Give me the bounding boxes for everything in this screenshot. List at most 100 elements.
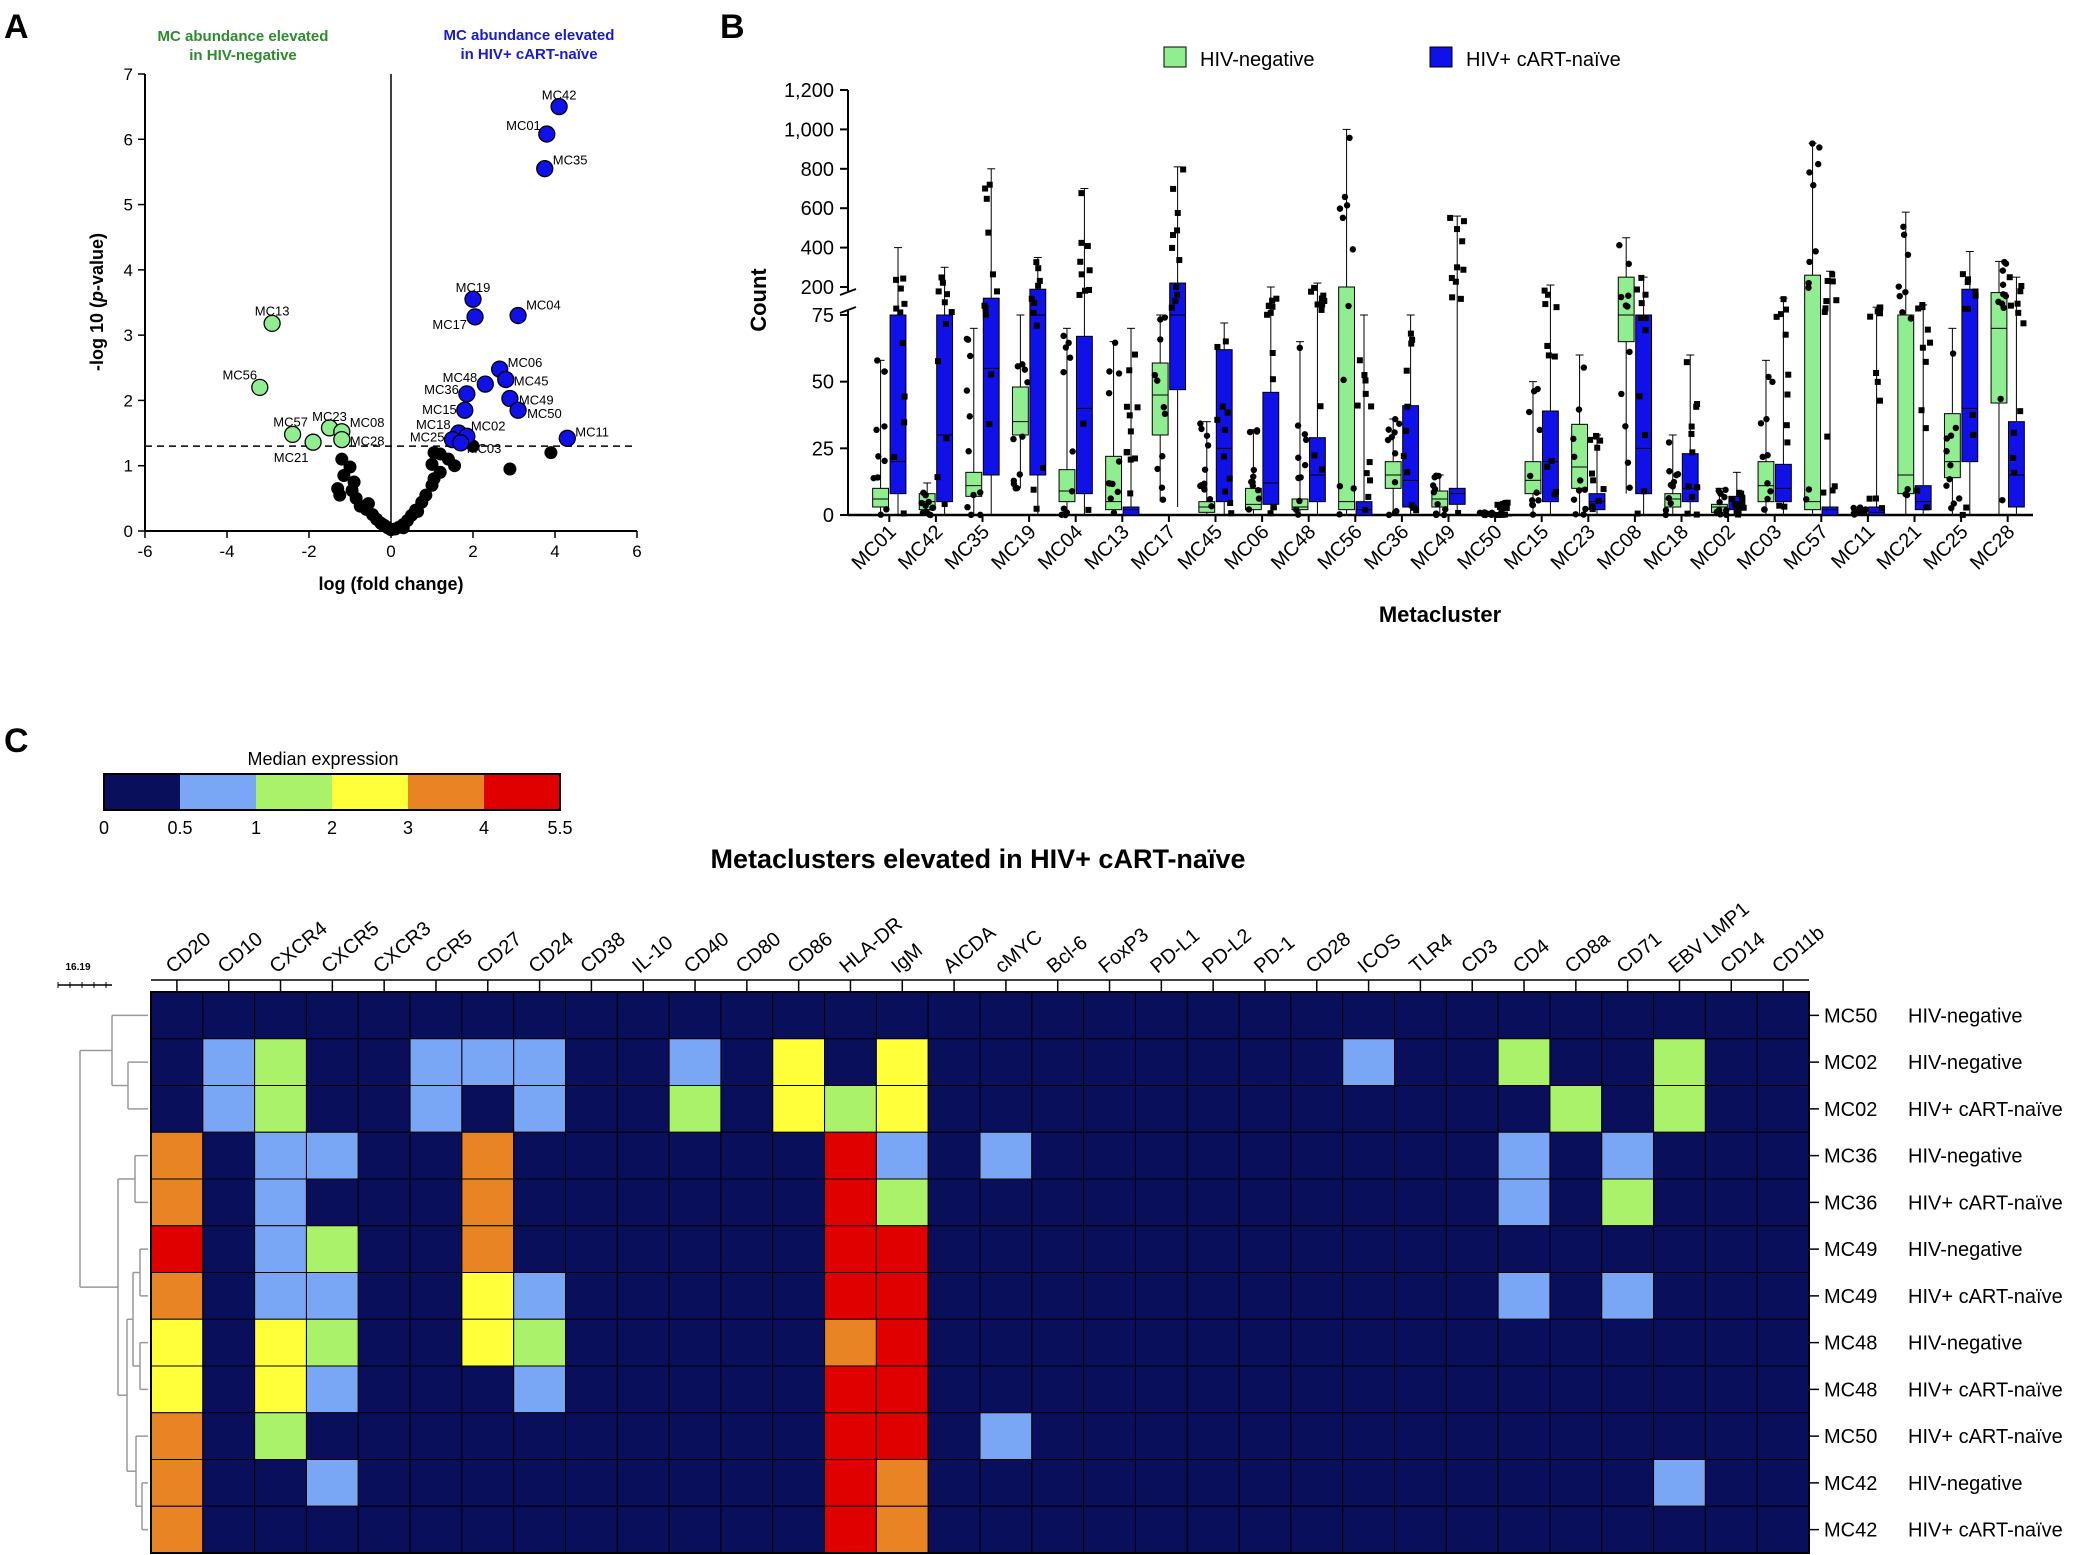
heatmap-cell — [824, 1505, 877, 1554]
heatmap-cell — [357, 1272, 411, 1320]
b-x-tick-label: MC01 — [848, 521, 901, 574]
b-box-neg-dot — [1715, 487, 1722, 495]
heatmap-cell — [824, 1178, 877, 1227]
b-box-pos-dot — [1170, 185, 1177, 192]
a-point-pos-label: MC18 — [416, 417, 451, 432]
heatmap-cell — [1394, 1178, 1447, 1227]
heatmap-cell — [1083, 1038, 1136, 1086]
b-axis-break-mark — [839, 306, 857, 314]
heatmap-cell — [513, 1225, 566, 1273]
b-box-pos-dot — [1638, 274, 1645, 281]
heatmap-cell — [720, 1178, 774, 1227]
heatmap-cell — [772, 1459, 826, 1507]
b-box-pos-dot — [901, 393, 908, 400]
b-box-pos-dot — [1782, 331, 1789, 338]
heatmap-cell — [305, 991, 359, 1040]
heatmap-cell — [1290, 1038, 1344, 1086]
b-box-neg-dot — [875, 453, 882, 460]
b-box-pos-dot — [1176, 257, 1183, 264]
heatmap-cell — [305, 1131, 359, 1180]
panel-label-a: A — [4, 8, 29, 46]
heatmap-cell — [824, 1085, 877, 1133]
a-point-pos-label: MC11 — [575, 424, 609, 439]
heatmap-cell — [772, 1085, 826, 1133]
b-box-neg-dot — [1068, 488, 1076, 495]
heatmap-col-label: PD-1 — [1250, 932, 1299, 978]
b-box-pos-dot — [1318, 466, 1325, 473]
b-box-neg-dot — [1340, 376, 1347, 384]
heatmap-row-group: HIV+ cART-naïve — [1908, 1426, 2063, 1448]
b-box-pos-dot — [2015, 309, 2022, 316]
b-box-pos-dot — [1269, 376, 1276, 383]
b-box-neg-dot — [1526, 472, 1534, 480]
b-box-neg-dot — [1336, 482, 1344, 490]
heatmap-cell — [409, 1038, 463, 1086]
b-box-neg-dot — [1806, 258, 1813, 266]
b-box-pos-dot — [1311, 452, 1318, 459]
b-box-pos-box — [1541, 410, 1559, 503]
heatmap-cell — [1342, 1318, 1395, 1367]
b-box-neg-dot — [1396, 420, 1403, 427]
a-point-neg-label: MC08 — [350, 415, 385, 430]
b-box-pos-box — [1961, 288, 1979, 463]
b-box-neg-dot — [877, 511, 885, 518]
heatmap-cell — [150, 1225, 204, 1273]
heatmap-cell — [461, 1318, 515, 1367]
heatmap-cell — [720, 1131, 774, 1180]
heatmap-cell — [254, 1459, 307, 1507]
heatmap-col-label: CXCR5 — [317, 917, 383, 977]
heatmap-cell — [305, 1318, 359, 1367]
b-box-pos-dot — [1086, 286, 1093, 293]
heatmap-cell — [616, 1178, 670, 1227]
a-point-neg-mc57 — [283, 425, 302, 444]
heatmap-cell — [409, 1085, 463, 1133]
b-box-neg-dot — [1069, 448, 1076, 455]
b-box-neg-dot — [1856, 504, 1864, 511]
heatmap-cell — [875, 1272, 929, 1320]
b-box-neg-dot — [1673, 471, 1680, 479]
heatmap-cell — [1394, 1085, 1447, 1133]
b-box-pos-dot — [1085, 506, 1092, 513]
b-box-pos-dot — [2010, 454, 2017, 461]
b-box-pos-dot — [1454, 264, 1461, 271]
b-box-pos-dot — [1174, 291, 1181, 298]
heatmap-cell — [1497, 1131, 1551, 1180]
b-box-pos-dot — [1454, 226, 1461, 233]
heatmap-cell — [1704, 1178, 1758, 1227]
heatmap-cell — [1342, 991, 1395, 1040]
heatmap-cell — [202, 1459, 256, 1507]
b-box-pos-dot — [1123, 403, 1130, 410]
heatmap-cell — [357, 1225, 411, 1273]
heatmap-cell — [461, 1178, 515, 1227]
heatmap-col-label: cMYC — [991, 926, 1047, 978]
b-box-neg-dot — [1857, 509, 1864, 516]
heatmap-cell — [1083, 1412, 1136, 1460]
panel-a: MC abundance elevated in HIV-negative MC… — [87, 27, 642, 594]
heatmap-cell — [150, 1318, 204, 1367]
b-box-neg-dot — [1763, 415, 1770, 423]
b-box-pos-dot — [1922, 425, 1929, 432]
heatmap-cell — [1186, 1412, 1240, 1460]
b-box-pos-dot — [981, 302, 988, 309]
b-box-neg-dot — [923, 508, 930, 516]
b-box-pos-dot — [1030, 309, 1037, 316]
heatmap-row-group: HIV-negative — [1908, 1005, 2023, 1027]
b-box-neg-dot — [1115, 458, 1123, 465]
b-x-tick-label: MC06 — [1220, 521, 1273, 574]
heatmap-cell — [772, 1412, 826, 1460]
b-box-neg-dot — [1208, 503, 1215, 510]
a-point-pos-label: MC17 — [432, 317, 467, 332]
b-x-tick-label: MC23 — [1547, 521, 1600, 574]
b-box-pos-dot — [1739, 494, 1746, 501]
b-box-pos-dot — [1590, 477, 1597, 484]
b-box-neg-dot — [1900, 223, 1907, 230]
heatmap-cell — [513, 1459, 566, 1507]
b-box-neg-dot — [881, 368, 888, 375]
b-box-neg-dot — [1197, 420, 1204, 427]
b-box-pos-dot — [1126, 412, 1133, 419]
b-box-neg-dot — [1431, 474, 1438, 481]
b-y-tick-label: 50 — [812, 372, 834, 394]
b-box-neg-dot — [1851, 511, 1858, 518]
b-box-neg-dot — [1900, 231, 1908, 238]
b-box-neg-dot — [1625, 260, 1632, 268]
